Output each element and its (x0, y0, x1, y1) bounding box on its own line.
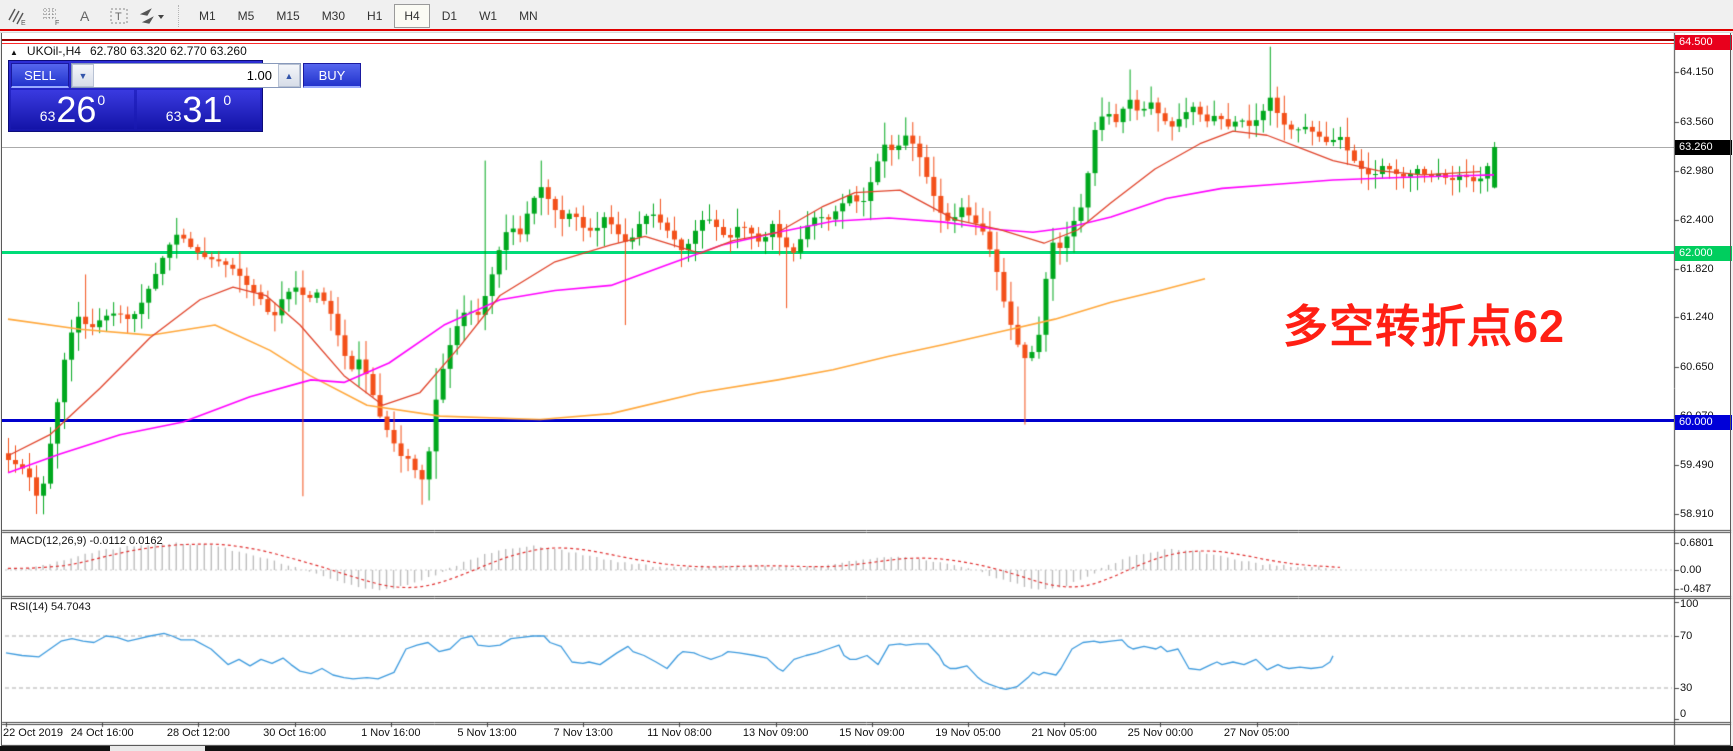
buy-button[interactable]: BUY (303, 63, 361, 88)
timeframe-button-MN[interactable]: MN (519, 9, 538, 23)
window-bottom-edge-gap (110, 746, 205, 751)
timeframe-button-M15[interactable]: M15 (276, 9, 300, 23)
price-axis-label: 63.560 (1680, 115, 1714, 128)
svg-text:T: T (115, 11, 122, 23)
price-axis-label: 59.490 (1680, 459, 1714, 472)
symbol-period-label: UKOil-,H4 (26, 44, 81, 58)
rsi-axis-label: 0 (1680, 708, 1687, 720)
price-badge-62.000: 62.000 (1675, 245, 1732, 261)
time-axis-label: 24 Oct 16:00 (70, 727, 134, 739)
time-axis-label: 22 Oct 2019 (3, 727, 63, 739)
time-axis-label: 30 Oct 16:00 (263, 727, 327, 739)
ask-pips: 31 (182, 88, 223, 130)
price-axis-label: 60.650 (1680, 361, 1714, 374)
rsi-axis-label: 100 (1680, 598, 1699, 610)
rsi-axis-label: 70 (1680, 630, 1693, 642)
chart-annotation-text[interactable]: 多空转折点62 (1283, 301, 1566, 352)
price-badge-63.260: 63.260 (1675, 139, 1732, 155)
svg-text:E: E (21, 20, 26, 26)
ask-price-display: 63 31 0 (137, 90, 260, 129)
macd-axis-label: 0.6801 (1680, 536, 1714, 549)
timeframe-button-group: M1 M5 M15 M30 H1 H4 D1 W1 MN (188, 4, 549, 28)
time-axis-label: 27 Nov 05:00 (1223, 727, 1290, 739)
svg-text:F: F (55, 20, 59, 26)
timeframe-button-W1[interactable]: W1 (479, 9, 498, 23)
bid-big-figure: 63 (39, 108, 56, 124)
ask-pipette: 0 (223, 92, 232, 108)
macd-axis-label: -0.487 (1680, 583, 1712, 596)
cursor-mode-icon[interactable] (136, 3, 170, 29)
bid-pipette: 0 (97, 92, 106, 108)
timeframe-button-D1[interactable]: D1 (441, 9, 458, 23)
volume-decrease-button[interactable]: ▼ (72, 64, 94, 87)
timeframe-button-H4[interactable]: H4 (394, 4, 430, 28)
price-axis-label: 62.980 (1680, 164, 1714, 177)
price-axis-label: 61.240 (1680, 311, 1714, 324)
time-axis-label: 5 Nov 13:00 (457, 727, 517, 739)
price-axis-label: 62.400 (1680, 213, 1714, 226)
timeframe-button-M1[interactable]: M1 (199, 9, 216, 23)
window-bottom-edge (0, 746, 1733, 751)
svg-text:A: A (80, 8, 90, 24)
time-axis-label: 21 Nov 05:00 (1031, 727, 1097, 739)
rsi-indicator-label: RSI(14) 54.7043 (10, 601, 91, 613)
toolbar-separator (178, 5, 180, 27)
time-axis-label: 1 Nov 16:00 (361, 727, 421, 739)
sell-button[interactable]: SELL (11, 63, 69, 88)
ask-big-figure: 63 (165, 108, 182, 124)
price-badge-64.500: 64.500 (1675, 34, 1732, 50)
trade-panel: SELL ▼ ▲ BUY 63 26 0 63 31 0 (8, 60, 361, 132)
window-top-accent (0, 29, 1733, 31)
macd-axis-label: 0.00 (1680, 564, 1702, 576)
macd-indicator-label: MACD(12,26,9) -0.0112 0.0162 (10, 535, 163, 547)
time-axis-label: 15 Nov 09:00 (839, 727, 905, 739)
chart-title: ▲ UKOil-,H4 62.780 63.320 62.770 63.260 (10, 44, 247, 58)
time-axis-label: 11 Nov 08:00 (647, 727, 712, 739)
toolbar: E F A T M1 M5 M15 M30 H1 H4 D1 W1 MN (0, 0, 1733, 33)
price-badge-60.000: 60.000 (1675, 414, 1732, 430)
collapse-icon[interactable]: ▲ (10, 48, 18, 57)
time-axis-label: 7 Nov 13:00 (553, 727, 613, 739)
indicators-icon[interactable]: E (0, 3, 34, 29)
price-axis-label: 58.910 (1680, 507, 1714, 520)
timeframe-button-H1[interactable]: H1 (367, 9, 383, 23)
bid-price-display: 63 26 0 (11, 90, 134, 129)
text-box-icon[interactable]: T (102, 3, 136, 29)
time-axis-label: 25 Nov 00:00 (1127, 727, 1194, 739)
grid-icon[interactable]: F (34, 3, 68, 29)
price-axis-label: 64.150 (1680, 66, 1714, 78)
text-label-icon[interactable]: A (68, 3, 102, 29)
time-axis-label: 28 Oct 12:00 (166, 727, 230, 739)
volume-input[interactable] (94, 64, 278, 87)
time-axis-label: 13 Nov 09:00 (742, 727, 809, 739)
timeframe-button-M5[interactable]: M5 (237, 9, 255, 23)
rsi-axis-label: 30 (1680, 682, 1693, 694)
volume-increase-button[interactable]: ▲ (278, 64, 300, 87)
price-axis-label: 61.820 (1680, 262, 1714, 275)
timeframe-button-M30[interactable]: M30 (321, 9, 346, 23)
bid-pips: 26 (56, 88, 97, 130)
time-axis-label: 19 Nov 05:00 (935, 727, 1001, 739)
ohlc-values: 62.780 63.320 62.770 63.260 (89, 44, 247, 58)
